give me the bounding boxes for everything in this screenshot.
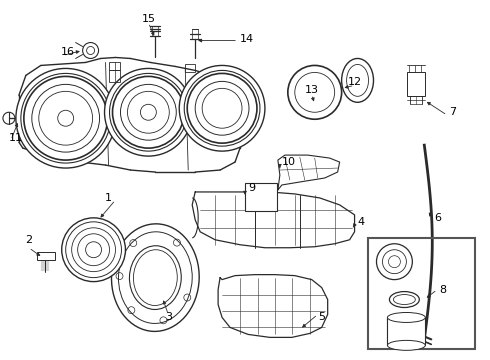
Circle shape <box>179 66 265 151</box>
Text: 16: 16 <box>61 48 74 58</box>
Text: 15: 15 <box>142 14 155 24</box>
Text: 9: 9 <box>248 183 255 193</box>
Circle shape <box>376 244 413 280</box>
Bar <box>185 64 195 72</box>
Text: 14: 14 <box>240 33 254 44</box>
Circle shape <box>288 66 342 119</box>
Bar <box>245 183 277 211</box>
Bar <box>388 318 425 345</box>
Text: 13: 13 <box>305 85 318 95</box>
Text: 12: 12 <box>347 77 362 87</box>
Text: 1: 1 <box>105 193 112 203</box>
Ellipse shape <box>388 340 425 350</box>
Text: 5: 5 <box>318 312 325 323</box>
Bar <box>410 96 422 104</box>
Circle shape <box>83 42 98 58</box>
Text: 3: 3 <box>165 312 172 323</box>
Text: 7: 7 <box>449 107 456 117</box>
Text: 6: 6 <box>434 213 441 223</box>
Ellipse shape <box>112 224 199 332</box>
Circle shape <box>62 218 125 282</box>
Bar <box>407 72 425 96</box>
Text: 8: 8 <box>439 284 446 294</box>
Bar <box>37 252 55 260</box>
Text: 10: 10 <box>282 157 296 167</box>
Bar <box>108 71 121 82</box>
Bar <box>368 238 475 349</box>
Text: 11: 11 <box>9 133 23 143</box>
Text: 2: 2 <box>25 235 32 245</box>
Text: 4: 4 <box>358 217 365 227</box>
Ellipse shape <box>388 312 425 323</box>
Circle shape <box>104 68 192 156</box>
Circle shape <box>16 68 116 168</box>
Bar <box>108 62 121 71</box>
Ellipse shape <box>390 292 419 307</box>
Ellipse shape <box>342 58 373 102</box>
